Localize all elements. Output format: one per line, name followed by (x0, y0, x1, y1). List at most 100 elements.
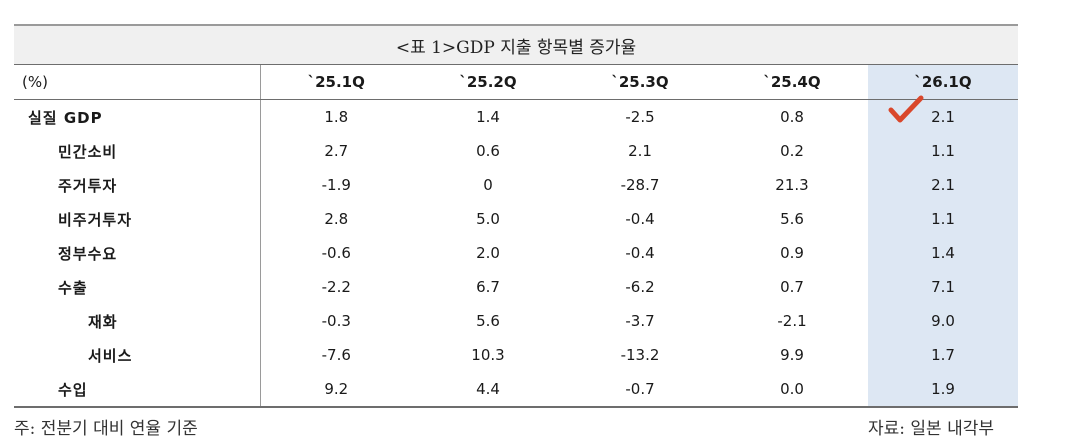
row-label: 정부수요 (58, 244, 118, 263)
row-label: 비주거투자 (58, 210, 133, 229)
table-cell: -13.2 (564, 338, 716, 372)
cell-value: 10.3 (471, 346, 505, 364)
cell-value: -2.5 (625, 108, 655, 126)
cell-value: 5.6 (780, 210, 804, 228)
cell-value: 0.7 (780, 278, 804, 296)
gdp-growth-table: (%) `25.1Q `25.2Q `25.3Q `25.4Q `26.1Q 실… (14, 64, 1018, 408)
cell-value: -2.2 (321, 278, 351, 296)
table-cell: -28.7 (564, 168, 716, 202)
table-cell: 1.8 (259, 99, 412, 134)
table-cell: 9.2 (259, 372, 412, 408)
table-cell: 0.0 (716, 372, 868, 408)
cell-value: -0.6 (321, 244, 351, 262)
footnote: 주: 전분기 대비 연율 기준 (14, 419, 198, 439)
table-cell-highlighted: 1.1 (868, 202, 1018, 236)
cell-value: 0.0 (780, 380, 804, 398)
table-cell-highlighted: 1.4 (868, 236, 1018, 270)
column-header-highlighted: `26.1Q (868, 64, 1018, 100)
table-cell: -2.5 (564, 100, 716, 135)
table-cell: 6.7 (412, 270, 564, 304)
unit-header: (%) (14, 64, 260, 100)
column-header: `25.3Q (564, 64, 716, 100)
table-cell: 0.8 (716, 100, 868, 135)
table-cell: 9.9 (716, 338, 868, 372)
table-cell: -6.2 (564, 270, 716, 304)
table-cell: -3.7 (564, 304, 716, 338)
table-cell: -0.7 (564, 372, 716, 408)
cell-value: -0.7 (625, 380, 655, 398)
table-cell: 2.7 (259, 134, 412, 168)
row-label: 재화 (88, 312, 118, 331)
cell-value: 5.6 (476, 312, 500, 330)
row-label: 민간소비 (58, 142, 118, 161)
cell-value: 9.2 (324, 380, 349, 398)
row-label: 주거투자 (58, 176, 118, 195)
table-row: 서비스 -7.6 10.3 -13.2 9.9 1.7 (14, 338, 1018, 372)
table-cell: -0.6 (259, 236, 412, 270)
cell-value: 6.7 (476, 278, 500, 296)
checkmark-icon (888, 95, 924, 123)
cell-value: 2.8 (324, 210, 349, 228)
cell-value: 0.2 (780, 142, 804, 160)
cell-value: 2.7 (324, 142, 349, 160)
source-note: 자료: 일본 내각부 (867, 419, 994, 439)
table-cell: 2.8 (259, 202, 412, 236)
table-cell-highlighted: 1.9 (868, 372, 1018, 408)
column-header: `25.1Q (259, 64, 412, 100)
table-row: 수출 -2.2 6.7 -6.2 0.7 7.1 (14, 270, 1018, 304)
table-row: 재화 -0.3 5.6 -3.7 -2.1 9.0 (14, 304, 1018, 338)
cell-value: -0.4 (625, 244, 655, 262)
table-cell: -0.3 (259, 304, 412, 338)
row-label: 실질 GDP (28, 108, 103, 127)
cell-value: -6.2 (625, 278, 655, 296)
cell-value: 0.9 (780, 244, 804, 262)
column-header: `25.4Q (716, 64, 868, 100)
table-cell: 2.1 (564, 134, 716, 168)
table-cell: 5.0 (412, 202, 564, 236)
cell-value: 1.7 (931, 346, 955, 364)
cell-value: -3.7 (625, 312, 655, 330)
table-cell: 5.6 (716, 202, 868, 236)
table-cell: -0.4 (564, 202, 716, 236)
table-cell: -2.1 (716, 304, 868, 338)
gdp-table-container: <표 1>GDP 지출 항목별 증가율 (%) `25.1Q `25.2Q `2… (14, 24, 1018, 408)
table-cell-highlighted: 2.1 (868, 95, 1018, 134)
table-cell: 0.6 (412, 134, 564, 168)
cell-value: 4.4 (476, 380, 500, 398)
table-cell-highlighted: 2.1 (868, 168, 1018, 202)
table-cell-highlighted: 9.0 (868, 304, 1018, 338)
table-row: 민간소비 2.7 0.6 2.1 0.2 1.1 (14, 134, 1018, 168)
table-cell: 0.2 (716, 134, 868, 168)
cell-value: -7.6 (321, 346, 351, 364)
cell-value: 1.9 (931, 380, 955, 398)
table-cell: 21.3 (716, 168, 868, 202)
cell-value: 2.0 (476, 244, 500, 262)
cell-value: 2.1 (628, 142, 652, 160)
cell-value: -1.9 (321, 176, 351, 194)
table-cell: 5.6 (412, 304, 564, 338)
row-label: 서비스 (88, 346, 133, 365)
row-label: 수출 (58, 278, 88, 297)
header-row: (%) `25.1Q `25.2Q `25.3Q `25.4Q `26.1Q (14, 64, 1018, 100)
cell-value: 9.0 (931, 312, 955, 330)
table-footer: 주: 전분기 대비 연율 기준 자료: 일본 내각부 (14, 414, 1018, 442)
table-cell: 0 (412, 168, 564, 202)
cell-value: 1.1 (931, 210, 955, 228)
table-title: <표 1>GDP 지출 항목별 증가율 (14, 24, 1018, 64)
table-cell: -1.9 (259, 168, 412, 202)
cell-value: -28.7 (620, 176, 660, 194)
column-header: `25.2Q (412, 64, 564, 100)
table-row: 비주거투자 2.8 5.0 -0.4 5.6 1.1 (14, 202, 1018, 236)
table-row: 주거투자 -1.9 0 -28.7 21.3 2.1 (14, 168, 1018, 202)
table-cell: 2.0 (412, 236, 564, 270)
cell-value: 1.4 (476, 108, 500, 126)
cell-value: -13.2 (620, 346, 660, 364)
cell-value: 0.6 (476, 142, 500, 160)
cell-value: 1.8 (324, 108, 349, 126)
table-row: 정부수요 -0.6 2.0 -0.4 0.9 1.4 (14, 236, 1018, 270)
table-cell-highlighted: 1.7 (868, 338, 1018, 372)
cell-value: 5.0 (476, 210, 500, 228)
table-cell: -7.6 (259, 338, 412, 372)
table-cell: -2.2 (259, 270, 412, 304)
cell-value: -0.4 (625, 210, 655, 228)
